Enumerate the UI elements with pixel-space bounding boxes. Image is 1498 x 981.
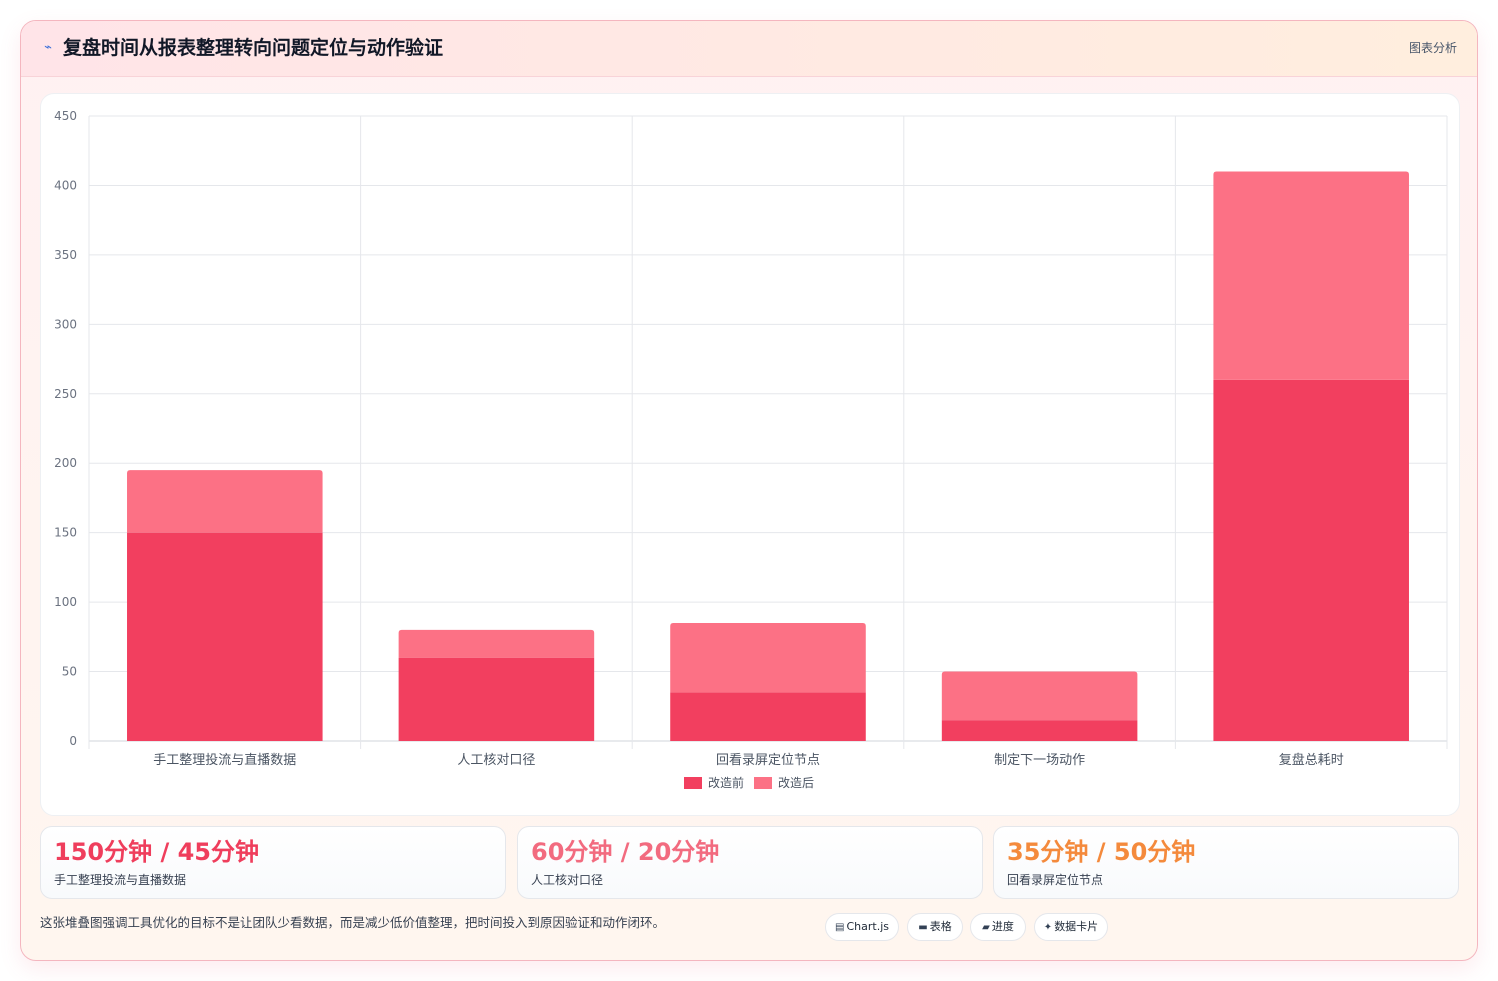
stat-label: 人工核对口径 [531, 873, 604, 887]
bar-segment [127, 532, 323, 741]
chip-label: 进度 [991, 920, 1014, 933]
bar-segment [941, 720, 1138, 741]
stat-card-2: 60分钟 / 20分钟 人工核对口径 [517, 826, 983, 899]
bar-segment [1213, 171, 1409, 380]
bar-segment [398, 657, 595, 741]
y-tick-label: 200 [54, 456, 77, 470]
bar-segment [941, 671, 1138, 721]
report-card: ⌁ 复盘时间从报表整理转向问题定位与动作验证 图表分析 0 50 100 150 200… [20, 20, 1478, 961]
chart-panel: 0 50 100 150 200 250 300 350 400 450 手工整理投流与直播数据 人工… [40, 93, 1460, 816]
y-tick-label: 300 [54, 317, 77, 331]
card-header: ⌁ 复盘时间从报表整理转向问题定位与动作验证 图表分析 [21, 21, 1477, 77]
x-tick-label: 手工整理投流与直播数据 [153, 752, 296, 768]
chip-progress[interactable]: ▰ 进度 [970, 913, 1026, 941]
y-tick-label: 150 [54, 526, 77, 540]
page-title: 复盘时间从报表整理转向问题定位与动作验证 [63, 37, 444, 59]
y-tick-label: 0 [69, 734, 77, 748]
chip-label: Chart.js [846, 920, 889, 933]
y-tick-label: 250 [54, 387, 77, 401]
progress-icon: ▰ [982, 922, 990, 933]
y-tick-label: 50 [62, 665, 77, 679]
chart-analysis-tag: 图表分析 [1408, 41, 1457, 55]
legend-swatch [754, 777, 772, 789]
bar-segment [127, 470, 323, 533]
table-icon: ▬ [918, 922, 928, 933]
stacked-bar-chart: 0 50 100 150 200 250 300 350 400 450 手工整理投流与直播数据 人工… [54, 109, 1448, 790]
chip-table[interactable]: ▬ 表格 [907, 913, 963, 941]
y-tick-label: 400 [54, 178, 77, 192]
legend-label: 改造前 [708, 775, 744, 790]
stat-card-3: 35分钟 / 50分钟 回看录屏定位节点 [993, 826, 1459, 899]
stat-cards: 150分钟 / 45分钟 手工整理投流与直播数据 60分钟 / 20分钟 人工核… [40, 826, 1460, 899]
stat-value: 150分钟 / 45分钟 [54, 838, 259, 866]
stat-value: 35分钟 / 50分钟 [1007, 838, 1196, 866]
bar-segment [670, 622, 866, 693]
stat-card-1: 150分钟 / 45分钟 手工整理投流与直播数据 [40, 826, 506, 899]
stat-value: 60分钟 / 20分钟 [531, 838, 720, 866]
stat-label: 手工整理投流与直播数据 [54, 873, 187, 887]
chip-chartjs[interactable]: ▤ Chart.js [825, 913, 899, 941]
x-tick-label: 回看录屏定位节点 [716, 752, 820, 768]
chip-label: 表格 [929, 920, 952, 933]
bar-segment [398, 629, 595, 658]
y-tick-label: 350 [54, 248, 77, 262]
x-tick-label: 复盘总耗时 [1279, 752, 1344, 768]
y-tick-label: 100 [54, 595, 77, 609]
chip-data-card[interactable]: ✦ 数据卡片 [1034, 913, 1108, 941]
stat-label: 回看录屏定位节点 [1007, 873, 1104, 887]
legend-label: 改造后 [778, 776, 814, 790]
legend-swatch [684, 777, 702, 789]
bar-segment [1213, 379, 1409, 741]
sparkle-icon: ✦ [1043, 922, 1053, 933]
x-tick-label: 人工核对口径 [457, 753, 535, 768]
y-tick-label: 450 [54, 109, 77, 123]
chip-label: 数据卡片 [1054, 920, 1099, 933]
chart-icon: ▤ [835, 922, 845, 933]
bar-segment [670, 692, 866, 741]
lightning-icon: ⌁ [44, 40, 52, 55]
footnote: 这张堆叠图强调工具优化的目标不是让团队少看数据，而是减少低价值整理，把时间投入到… [40, 915, 666, 930]
x-tick-label: 制定下一场动作 [994, 753, 1085, 768]
